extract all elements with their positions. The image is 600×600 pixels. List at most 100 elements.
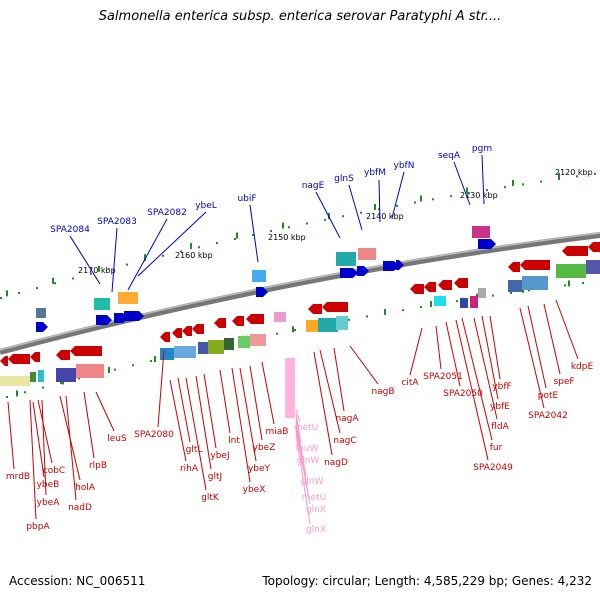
feature-block	[208, 340, 224, 354]
feature-block	[36, 308, 46, 318]
gene-label-ybfm[interactable]: ybfM	[364, 168, 386, 178]
feature-block	[252, 270, 266, 282]
gene-label-nadd[interactable]: nadD	[68, 503, 92, 513]
feature-block	[358, 248, 376, 260]
gene-label-spa2083[interactable]: SPA2083	[97, 217, 137, 227]
gene-label-glnx[interactable]: glnX	[306, 505, 326, 515]
gene-label-nage[interactable]: nagE	[302, 181, 325, 191]
gene-label-cobc[interactable]: cobC	[43, 466, 65, 476]
gene-label-ybfn[interactable]: ybfN	[394, 161, 415, 171]
feature-block	[472, 226, 490, 238]
accession-label: Accession: NC_006511	[9, 574, 146, 588]
gene-label-ybea[interactable]: ybeA	[37, 498, 61, 508]
gene-label-spa2080[interactable]: SPA2080	[134, 430, 174, 440]
feature-block	[30, 372, 36, 382]
svg-text:fur: fur	[490, 443, 503, 453]
gene-label-spef[interactable]: speF	[553, 377, 574, 387]
gene-label-gltl[interactable]: gltL	[186, 445, 203, 455]
gene-arrow	[8, 354, 30, 364]
svg-text:gltL: gltL	[186, 445, 203, 455]
svg-text:ybeY: ybeY	[248, 464, 271, 474]
svg-text:SPA2080: SPA2080	[134, 430, 174, 440]
feature-block	[460, 298, 468, 308]
feature-block	[0, 376, 30, 386]
gene-label-metu[interactable]: metU	[302, 493, 326, 503]
feature-block	[522, 276, 548, 290]
svg-text:mrdB: mrdB	[6, 472, 30, 482]
gene-label-cita[interactable]: citA	[401, 378, 419, 388]
gene-label-nagd[interactable]: nagD	[324, 458, 348, 468]
gene-label-ybfe[interactable]: ybfE	[490, 402, 510, 412]
gene-label-spa2050[interactable]: SPA2050	[443, 389, 483, 399]
gene-label-lnt[interactable]: lnt	[228, 436, 240, 446]
svg-text:glnS: glnS	[334, 174, 354, 184]
svg-text:SPA2042: SPA2042	[528, 411, 568, 421]
feature-block	[478, 288, 486, 298]
feature-block	[556, 264, 586, 278]
gene-label-spa2049[interactable]: SPA2049	[473, 463, 513, 473]
feature-block	[174, 346, 196, 358]
gene-label-spa2051[interactable]: SPA2051	[423, 372, 463, 382]
gene-arrow	[562, 246, 588, 256]
feature-block	[336, 252, 356, 266]
gene-label-ybey[interactable]: ybeY	[248, 464, 271, 474]
feature-block	[306, 320, 318, 332]
scale-tick-label: 2120 kbp	[555, 168, 593, 177]
gene-arrow	[340, 268, 358, 278]
svg-text:rlpB: rlpB	[89, 461, 107, 471]
svg-text:ubiF: ubiF	[237, 194, 256, 204]
gene-arrow	[172, 328, 182, 338]
gene-label-glnw[interactable]: glnW	[301, 477, 324, 487]
gene-label-pote[interactable]: potE	[538, 391, 559, 401]
gene-label-ubif[interactable]: ubiF	[237, 194, 256, 204]
gene-label-seqa[interactable]: seqA	[438, 151, 461, 161]
gene-label-spa2042[interactable]: SPA2042	[528, 411, 568, 421]
gene-label-gltj[interactable]: gltJ	[208, 472, 222, 482]
gene-label-mrdb[interactable]: mrdB	[6, 472, 30, 482]
gene-label-glnw[interactable]: glnW	[297, 456, 320, 466]
gene-label-miab[interactable]: miaB	[266, 427, 289, 437]
gene-label-nagb[interactable]: nagB	[371, 387, 394, 397]
gene-arrow	[192, 324, 204, 334]
gene-label-gltk[interactable]: gltK	[201, 493, 220, 503]
gene-arrow	[56, 350, 70, 360]
feature-block	[94, 298, 110, 310]
gene-label-spa2082[interactable]: SPA2082	[147, 208, 187, 218]
gene-label-spa2084[interactable]: SPA2084	[50, 225, 90, 235]
svg-text:SPA2049: SPA2049	[473, 463, 513, 473]
gene-label-naga[interactable]: nagA	[335, 414, 359, 424]
gene-label-ybeb[interactable]: ybeB	[37, 480, 60, 490]
gene-label-pbpa[interactable]: pbpA	[26, 522, 50, 532]
svg-text:nagC: nagC	[333, 436, 356, 446]
gene-arrow	[124, 311, 144, 321]
svg-text:gltK: gltK	[201, 493, 220, 503]
genome-backbone	[0, 232, 600, 355]
gene-label-leus[interactable]: leuS	[107, 434, 127, 444]
gene-label-glnx[interactable]: glnX	[306, 525, 326, 535]
gene-label-leuw[interactable]: leuW	[296, 444, 319, 454]
gene-label-kdpe[interactable]: kdpE	[571, 362, 594, 372]
gene-label-glns[interactable]: glnS	[334, 174, 354, 184]
svg-text:ybfE: ybfE	[490, 402, 510, 412]
gene-label-nagc[interactable]: nagC	[333, 436, 356, 446]
gene-label-ybej[interactable]: ybeJ	[210, 451, 229, 461]
gene-label-hola[interactable]: holA	[75, 483, 96, 493]
svg-text:SPA2084: SPA2084	[50, 225, 90, 235]
svg-text:gltJ: gltJ	[208, 472, 222, 482]
gene-label-ybez[interactable]: ybeZ	[253, 443, 276, 453]
gene-label-pgm[interactable]: pgm	[472, 144, 492, 154]
gene-arrow	[246, 314, 264, 324]
gene-label-fur[interactable]: fur	[490, 443, 503, 453]
gene-label-metu[interactable]: metU	[294, 423, 318, 433]
scale-tick-label: 2150 kbp	[268, 233, 306, 242]
gene-label-flda[interactable]: fldA	[491, 422, 509, 432]
gene-label-riha[interactable]: rihA	[180, 464, 199, 474]
gene-label-ybex[interactable]: ybeX	[243, 485, 266, 495]
svg-text:ybfM: ybfM	[364, 168, 386, 178]
gene-label-ybel[interactable]: ybeL	[195, 201, 217, 211]
feature-block	[508, 280, 522, 292]
gene-label-ybff[interactable]: ybfF	[492, 382, 511, 392]
gene-arrow	[96, 315, 112, 325]
gene-label-rlpb[interactable]: rlpB	[89, 461, 107, 471]
